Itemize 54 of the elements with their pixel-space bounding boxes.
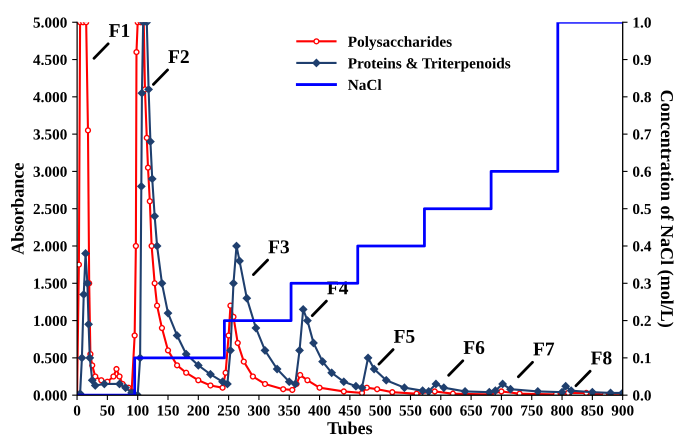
y-tick-label: 2.000 [34, 241, 67, 252]
legend-label: Polysaccharides [348, 36, 452, 50]
y2-tick-label: 1.0 [634, 17, 651, 28]
x-tick-label: 600 [430, 405, 452, 416]
y2-tick-label: 0.0 [632, 390, 651, 401]
x-axis-title: Tubes [327, 422, 372, 434]
x-tick-label: 450 [338, 405, 361, 416]
x-tick-label: 250 [218, 405, 240, 416]
x-tick-label: 750 [521, 405, 543, 416]
annotation: F8 [590, 351, 612, 365]
y2-tick-label: 0.3 [632, 278, 651, 289]
y-tick-label: 0.000 [34, 390, 67, 401]
annotation: F5 [394, 330, 414, 343]
y2-tick-label: 0.9 [632, 54, 651, 66]
x-tick-label: 400 [308, 405, 330, 416]
x-tick-label: 350 [278, 405, 300, 416]
x-tick-label: 800 [551, 405, 573, 416]
y-tick-label: 4.500 [33, 54, 67, 66]
annotation: F1 [108, 24, 130, 37]
x-tick-label: 700 [490, 405, 512, 416]
x-tick-label: 500 [369, 405, 392, 416]
annotation: F7 [533, 342, 554, 356]
y-tick-label: 0.500 [34, 353, 67, 364]
y-axis-title: Absorbance [11, 163, 24, 255]
x-tick-label: 300 [248, 405, 270, 416]
y-tick-label: 1.000 [34, 316, 67, 326]
annotation: F3 [268, 240, 290, 254]
y-tick-label: 3.000 [34, 166, 67, 177]
x-tick-label: 850 [581, 405, 604, 416]
legend-label: Proteins & Triterpenoids [348, 58, 510, 72]
x-tick-label: 900 [612, 405, 634, 416]
y2-tick-label: 0.5 [632, 204, 651, 214]
y-tick-label: 3.500 [34, 129, 67, 140]
y2-tick-label: 0.4 [632, 241, 652, 252]
x-tick-label: 0 [74, 405, 80, 416]
y2-tick-label: 0.2 [632, 316, 651, 326]
y-tick-label: 4.000 [33, 92, 67, 102]
x-tick-label: 50 [100, 405, 114, 416]
y2-tick-label: 0.8 [632, 92, 651, 102]
annotation: F2 [168, 50, 189, 64]
y2-tick-label: 0.6 [632, 166, 652, 177]
y-tick-label: 5.000 [34, 17, 67, 28]
x-tick-label: 100 [127, 405, 149, 416]
y-tick-label: 1.500 [34, 278, 67, 289]
y2-tick-label: 0.7 [632, 129, 652, 140]
x-tick-label: 150 [158, 405, 179, 416]
y2-axis-title: Concentration of NaCl (mol/L) [657, 90, 674, 328]
x-tick-label: 550 [400, 405, 422, 416]
annotation: F6 [464, 341, 484, 354]
x-tick-label: 200 [187, 405, 210, 416]
y-tick-label: 2.500 [34, 204, 67, 214]
x-tick-label: 650 [460, 405, 482, 416]
legend-label: NaCl [348, 79, 382, 90]
y2-tick-label: 0.1 [632, 353, 651, 364]
